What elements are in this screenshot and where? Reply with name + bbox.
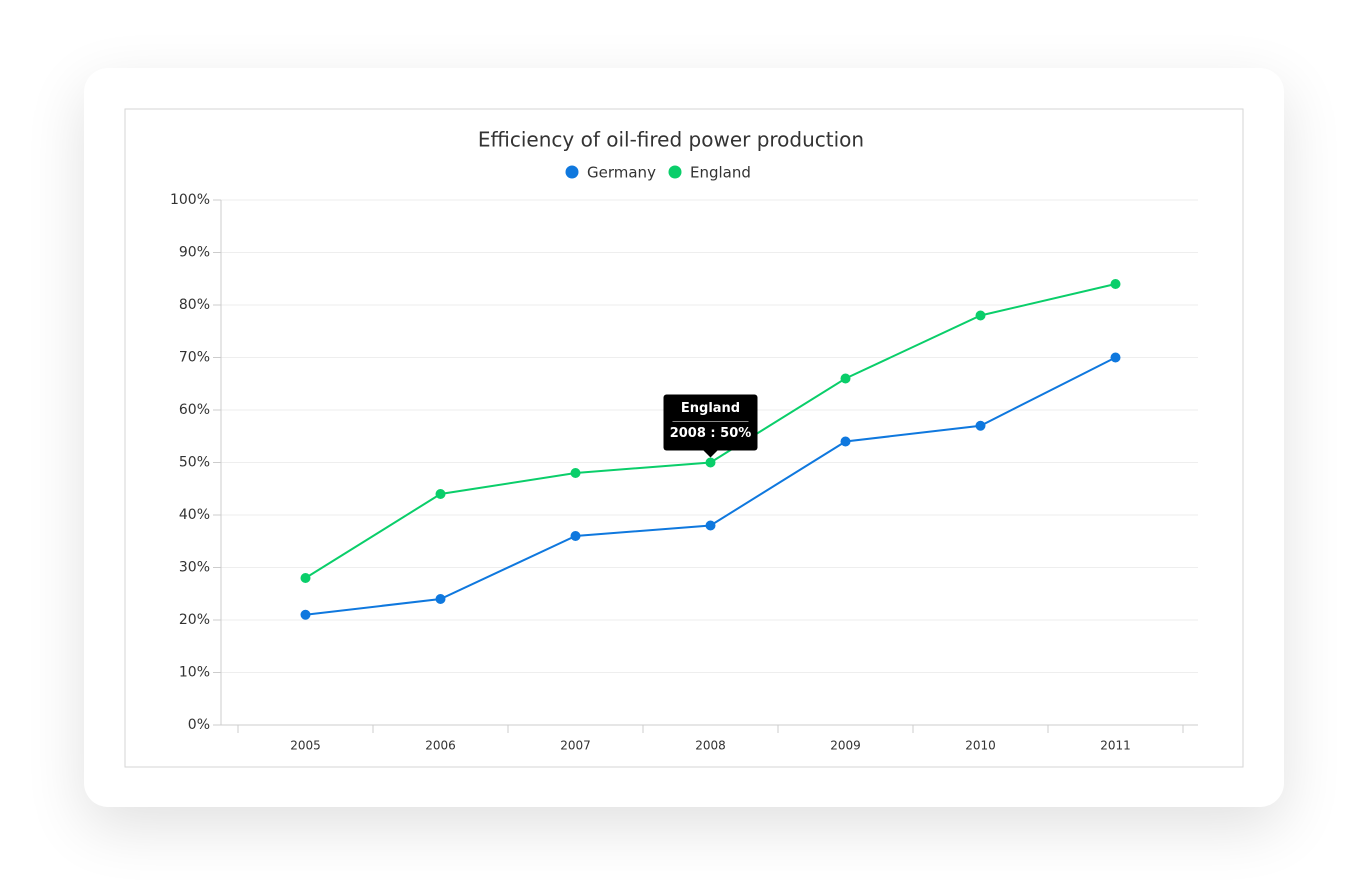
x-tick-label: 2008 [695, 739, 726, 753]
x-tick-label: 2010 [965, 739, 996, 753]
tooltip-label: 2008 : 50% [670, 426, 752, 441]
point [840, 436, 851, 447]
tooltip-title: England [681, 401, 740, 416]
point [300, 573, 311, 583]
x-tick-label: 2011 [1100, 739, 1131, 753]
point [435, 489, 446, 499]
x-tick-label: 2005 [290, 739, 321, 753]
legend-marker [668, 165, 682, 179]
y-tick-label: 30% [179, 560, 210, 576]
legend-marker [565, 165, 579, 179]
point [975, 310, 986, 321]
chart-title: Efficiency of oil-fired power production [478, 128, 864, 152]
point [570, 468, 581, 478]
point [705, 520, 716, 531]
y-tick-label: 90% [179, 245, 210, 261]
y-tick-label: 10% [179, 665, 210, 681]
x-tick-label: 2009 [830, 739, 861, 753]
y-tick-label: 80% [179, 297, 210, 313]
y-tick-label: 50% [179, 455, 210, 471]
x-tick-label: 2007 [560, 739, 591, 753]
point [1110, 279, 1121, 289]
point [840, 373, 851, 384]
x-tick-label: 2006 [425, 739, 456, 753]
legend-label: England [690, 164, 751, 182]
point [435, 594, 446, 604]
y-tick-label: 0% [188, 717, 210, 733]
tooltip: England 2008 : 50% [663, 394, 758, 458]
point [705, 457, 716, 468]
point [570, 531, 581, 541]
y-tick-label: 70% [179, 350, 210, 366]
point [1110, 352, 1121, 363]
legend-label: Germany [587, 164, 656, 182]
tooltip-box [663, 394, 758, 451]
point [975, 420, 986, 431]
y-tick-label: 20% [179, 612, 210, 628]
y-tick-label: 40% [179, 507, 210, 523]
tooltip-pointer [703, 450, 718, 458]
point [300, 609, 311, 620]
y-tick-label: 60% [179, 402, 210, 418]
y-tick-label: 100% [170, 192, 210, 208]
